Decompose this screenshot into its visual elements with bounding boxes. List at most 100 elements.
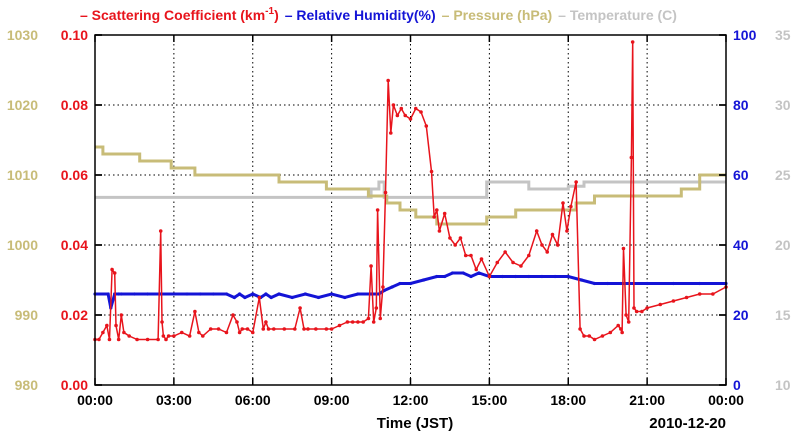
data-point-scat [97,337,101,342]
data-point-rh [172,292,176,296]
data-point-scat [114,323,118,328]
data-point-rh [671,281,676,286]
data-point-scat [122,330,126,335]
data-point-scat [474,267,479,272]
data-point-scat [578,327,582,331]
data-point-rh [106,292,110,296]
data-point-scat [378,316,383,321]
data-point-scat [179,330,184,335]
data-point-scat [302,327,306,331]
data-point-scat [356,320,360,324]
data-point-scat [479,257,484,261]
data-point-rh [553,274,557,279]
y-tick-label-temp: 25 [775,167,791,183]
data-point-scat [240,327,245,331]
data-point-scat [487,274,492,279]
data-point-scat [448,236,452,240]
data-point-scat [250,330,255,335]
y-tick-label-pres: 1010 [7,167,38,183]
data-point-scat [527,253,531,258]
data-point-scat [469,253,473,258]
data-point-rh [390,285,394,289]
x-tick-label: 06:00 [235,392,271,408]
y-tick-label-rh: 80 [733,97,749,113]
data-point-scat [574,180,578,184]
data-point-rh [232,295,236,300]
data-point-scat [158,229,163,233]
data-point-scat [403,113,408,118]
data-point-scat [282,327,287,331]
data-point-scat [350,320,355,324]
data-point-scat [582,334,586,338]
y-tick-label-rh: 100 [733,27,757,43]
data-point-scat [424,124,429,128]
data-point-rh [579,278,583,282]
data-point-scat [640,309,644,314]
data-point-scat [187,334,192,338]
data-point-scat [632,306,636,310]
data-point-scat [684,295,689,300]
data-point-scat [619,327,623,331]
data-point-rh [343,295,347,300]
data-point-scat [540,243,544,247]
data-point-rh [119,292,123,296]
data-point-scat [565,229,569,233]
data-point-rh [698,281,702,286]
data-point-scat [116,337,121,342]
data-point-rh [117,292,121,296]
data-point-scat [634,309,639,314]
data-point-rh [290,295,294,300]
grid [95,35,726,385]
data-point-scat [519,264,523,268]
x-tick-label: 18:00 [550,392,586,408]
data-point-scat [264,320,268,324]
data-point-rh [514,274,518,279]
data-point-rh [264,292,268,296]
data-point-scat [156,337,160,342]
data-point-scat [314,327,318,331]
data-point-scat [293,327,297,331]
data-point-scat [592,337,597,342]
data-point-rh [422,278,426,282]
data-point-scat [569,204,573,209]
data-point-scat [600,334,605,338]
data-point-rh [211,292,215,296]
data-point-rh [443,274,447,279]
data-point-scat [329,327,334,331]
data-point-scat [164,337,168,342]
data-point-scat [135,337,139,342]
data-point-scat [298,306,302,310]
data-point-scat [550,232,555,237]
y-tick-label-scat: 0.06 [61,167,88,183]
date-label: 2010-12-20 [649,415,726,432]
legend-superscript: -1 [265,6,274,17]
legend-text: – Scattering Coefficient (km-1) – Relativ… [80,6,677,23]
data-point-rh [277,292,281,296]
legend-entry-scat: – Scattering Coefficient (km [80,7,265,23]
data-point-scat [621,246,626,251]
data-point-scat [245,327,250,331]
x-tick-label: 09:00 [314,392,350,408]
data-point-scat [101,330,105,335]
data-point-scat [458,236,463,240]
data-point-scat [671,299,676,303]
data-point-scat [626,320,631,324]
data-point-scat [388,131,393,135]
data-point-rh [435,274,439,279]
data-point-rh [500,274,505,279]
data-point-rh [145,292,150,296]
data-point-scat [658,302,663,307]
data-point-rh [356,292,360,296]
data-point-scat [371,320,376,324]
legend-entry-temp: – Temperature ( [558,7,662,23]
data-point-rh [592,281,597,286]
series-line-pres [95,145,726,226]
data-point-rh [316,295,321,300]
data-point-scat [432,215,436,219]
legend: – Scattering Coefficient (km-1) – Relativ… [80,6,677,23]
data-point-rh [477,271,481,275]
data-point-scat [119,313,124,317]
data-point-scat [442,211,447,216]
data-point-rh [606,281,610,286]
